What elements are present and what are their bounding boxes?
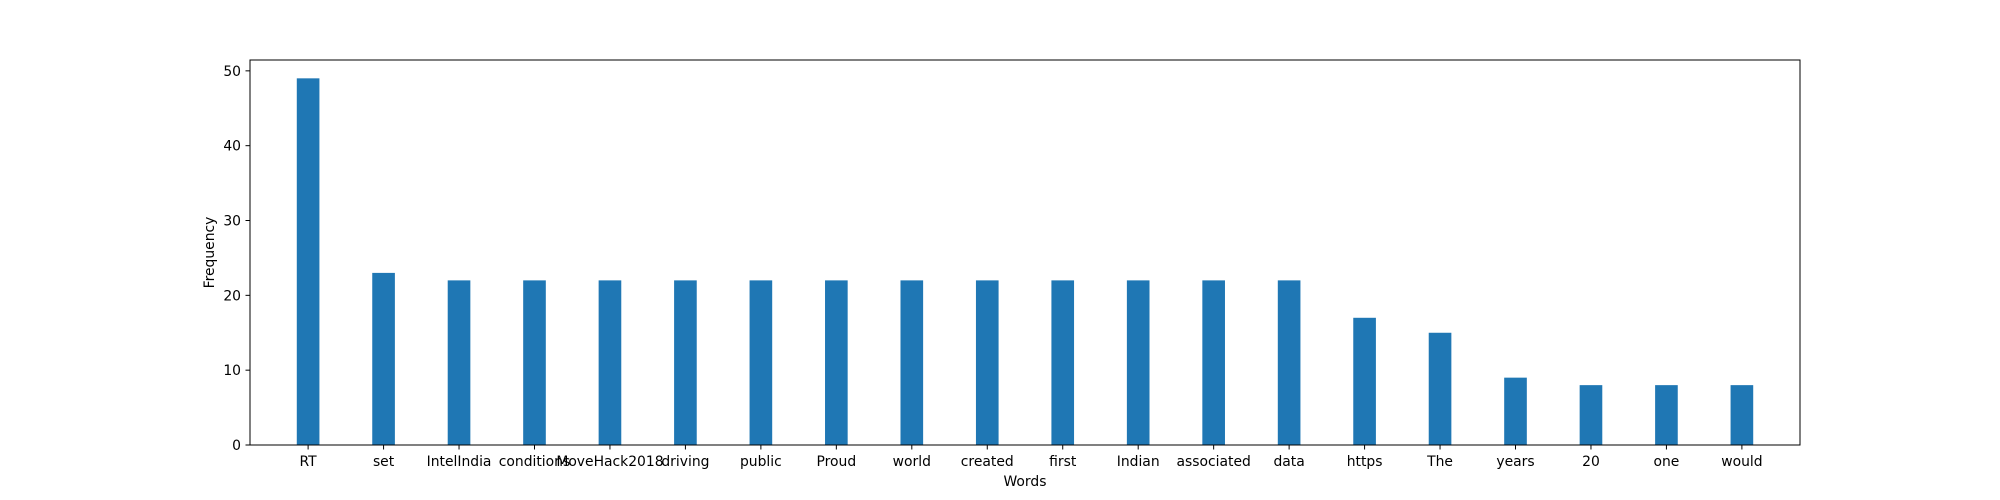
x-tick-label: Proud bbox=[817, 454, 857, 470]
x-tick-label: would bbox=[1721, 454, 1762, 470]
bars-layer bbox=[296, 78, 1754, 445]
y-tick-label: 0 bbox=[232, 438, 241, 454]
bar-indian bbox=[1126, 280, 1150, 445]
x-tick-label: MoveHack2018 bbox=[556, 454, 663, 470]
y-tick-label: 20 bbox=[223, 288, 241, 304]
bar-public bbox=[749, 280, 773, 445]
x-tick-label: The bbox=[1426, 454, 1453, 470]
y-tick-label: 30 bbox=[223, 214, 241, 230]
y-tick-label: 50 bbox=[223, 64, 241, 80]
x-tick-label: 20 bbox=[1582, 454, 1600, 470]
bar-first bbox=[1051, 280, 1075, 445]
y-axis: 0 10 20 30 40 50 bbox=[223, 64, 250, 454]
bar-movehack2018 bbox=[598, 280, 622, 445]
y-tick-label: 10 bbox=[223, 363, 241, 379]
x-tick-label: RT bbox=[300, 454, 318, 470]
y-tick-label: 40 bbox=[223, 139, 241, 155]
x-tick-label: years bbox=[1496, 454, 1534, 470]
bar-set bbox=[372, 272, 395, 445]
bar-20 bbox=[1579, 385, 1603, 445]
x-tick-label: conditions bbox=[499, 454, 570, 470]
x-tick-label: world bbox=[893, 454, 931, 470]
bar-created bbox=[975, 280, 999, 445]
y-axis-label: Frequency bbox=[202, 217, 218, 289]
x-tick-label: first bbox=[1049, 454, 1077, 470]
bar-data bbox=[1277, 280, 1301, 445]
bar-one bbox=[1655, 385, 1678, 445]
x-tick-label: data bbox=[1273, 454, 1304, 470]
x-axis: RT set IntelIndia conditionsMoveHack2018dri… bbox=[300, 445, 1763, 470]
x-tick-label: driving bbox=[661, 454, 709, 470]
bar-the bbox=[1428, 332, 1452, 445]
x-tick-label: public bbox=[740, 454, 782, 470]
x-tick-label: created bbox=[961, 454, 1014, 470]
x-tick-label: one bbox=[1654, 454, 1680, 470]
bar-world bbox=[900, 280, 924, 445]
bar-would bbox=[1730, 385, 1754, 445]
x-tick-label: set bbox=[373, 454, 395, 470]
bar-intelindia bbox=[447, 280, 471, 445]
x-axis-label: Words bbox=[1004, 474, 1047, 490]
bar-rt bbox=[296, 78, 320, 445]
bar-proud bbox=[825, 280, 848, 445]
bar-driving bbox=[674, 280, 697, 445]
plot-frame bbox=[249, 59, 1801, 446]
bar-https bbox=[1353, 317, 1376, 445]
bar-associated bbox=[1202, 280, 1225, 445]
x-tick-label: associated bbox=[1177, 454, 1251, 470]
x-tick-label: https bbox=[1347, 454, 1383, 470]
x-tick-label: Indian bbox=[1117, 454, 1160, 470]
bar-conditions bbox=[523, 280, 546, 445]
x-tick-label: IntelIndia bbox=[427, 454, 492, 470]
bar-years bbox=[1504, 377, 1527, 445]
